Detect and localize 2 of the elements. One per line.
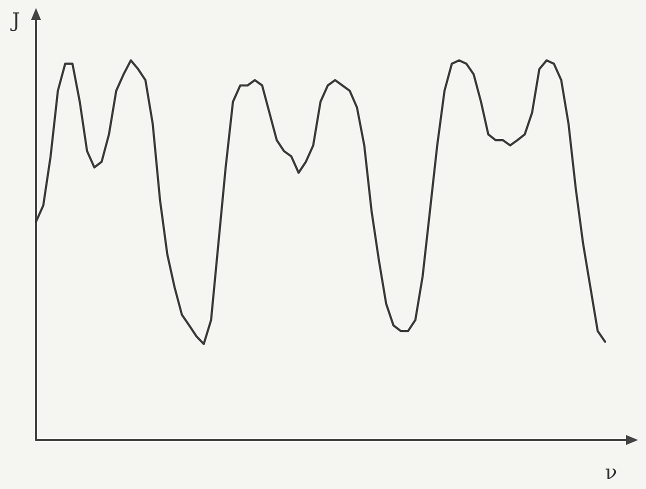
x-axis-title: ν <box>605 460 618 484</box>
y-axis-title: J <box>10 8 20 32</box>
